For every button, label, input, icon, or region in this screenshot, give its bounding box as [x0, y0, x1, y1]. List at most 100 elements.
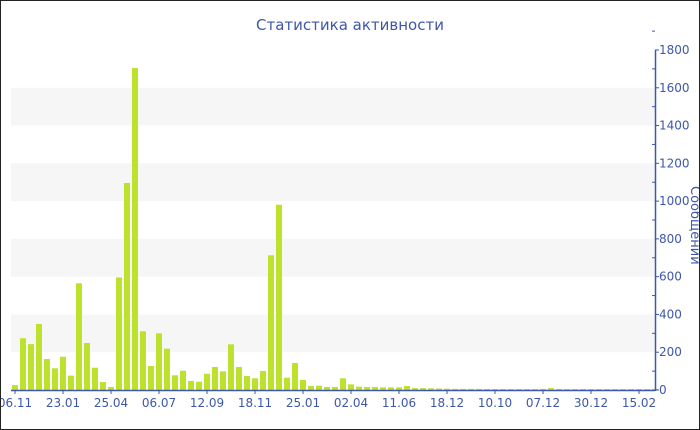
bar [52, 368, 58, 390]
bar [140, 331, 146, 390]
bar [28, 344, 34, 390]
x-tick-label: 25.01 [286, 396, 320, 410]
x-tick-label: 30.12 [574, 396, 608, 410]
bar [44, 359, 50, 390]
bar [548, 388, 554, 390]
x-tick-label: 02.04 [334, 396, 368, 410]
x-tick-label: 23.01 [46, 396, 80, 410]
chart-title: Статистика активности [256, 16, 444, 34]
bar [540, 388, 546, 390]
bar [276, 204, 282, 390]
bar [532, 389, 538, 390]
bar [356, 386, 362, 390]
y-tick-label: 1600 [659, 81, 690, 95]
y-tick-label: 400 [659, 307, 682, 321]
bar [476, 388, 482, 390]
bar [420, 388, 426, 390]
bar [492, 389, 498, 390]
bar [308, 386, 314, 390]
y-tick-label: 1800 [659, 43, 690, 57]
bar [404, 386, 410, 390]
grid-band [11, 238, 655, 277]
bar [468, 388, 474, 390]
x-tick-label: 25.04 [94, 396, 128, 410]
bar [628, 389, 634, 390]
x-tick-label: 11.06 [382, 396, 416, 410]
bar [212, 366, 218, 390]
bar [236, 366, 242, 390]
bar [76, 283, 82, 390]
bar [284, 377, 290, 390]
bar [36, 323, 42, 390]
bar [156, 333, 162, 390]
grid-band [11, 314, 655, 353]
bar [644, 389, 650, 390]
y-tick-label: 1000 [659, 194, 690, 208]
bar [332, 386, 338, 390]
bar [20, 338, 26, 390]
bar [436, 388, 442, 390]
bar [292, 362, 298, 390]
bar [556, 388, 562, 390]
bar [220, 371, 226, 390]
y-tick-label: 0 [659, 383, 667, 397]
bar [316, 385, 322, 390]
x-tick-label: 18.11 [238, 396, 272, 410]
x-tick-label: 15.02 [622, 396, 656, 410]
bar [100, 382, 106, 390]
bar [68, 375, 74, 390]
bar [596, 389, 602, 390]
bar [452, 388, 458, 390]
bar [228, 344, 234, 390]
bar [636, 389, 642, 390]
bar [196, 381, 202, 390]
x-tick-label: 12.09 [190, 396, 224, 410]
bar [92, 367, 98, 390]
x-tick-label: 06.07 [142, 396, 176, 410]
bar [612, 389, 618, 390]
bar [572, 389, 578, 390]
bar [364, 386, 370, 390]
bar [500, 389, 506, 390]
bar [180, 370, 186, 390]
bar [108, 386, 114, 390]
bar [348, 384, 354, 390]
bar [164, 348, 170, 390]
bar [132, 67, 138, 390]
bar [564, 389, 570, 390]
bar [380, 387, 386, 390]
bar [324, 386, 330, 390]
bar [412, 388, 418, 390]
bar [244, 376, 250, 390]
bar [372, 386, 378, 390]
bar [188, 380, 194, 390]
bar [60, 356, 66, 390]
bar [428, 388, 434, 390]
bar [396, 387, 402, 390]
bar [268, 255, 274, 390]
axes: 06.11 23.01 25.04 06.07 12.09 18.11 25.01 02.04… [1, 30, 690, 410]
y-tick-label: 600 [659, 270, 682, 284]
y-axis-label: Сообщений [687, 186, 699, 265]
bar [300, 379, 306, 390]
y-tick-label: 1200 [659, 156, 690, 170]
grid-bands [11, 87, 655, 353]
bar [460, 388, 466, 390]
bar [604, 389, 610, 390]
bar [252, 378, 258, 390]
bar [484, 389, 490, 390]
bar [588, 389, 594, 390]
bar [124, 182, 130, 390]
grid-band [11, 87, 655, 126]
bar [388, 387, 394, 390]
y-tick-label: 1400 [659, 119, 690, 133]
y-tick-label: 200 [659, 345, 682, 359]
bar [260, 370, 266, 390]
bar [508, 389, 514, 390]
bar [580, 389, 586, 390]
x-tick-label: 07.12 [526, 396, 560, 410]
bar [524, 389, 530, 390]
y-tick-label: 800 [659, 232, 682, 246]
